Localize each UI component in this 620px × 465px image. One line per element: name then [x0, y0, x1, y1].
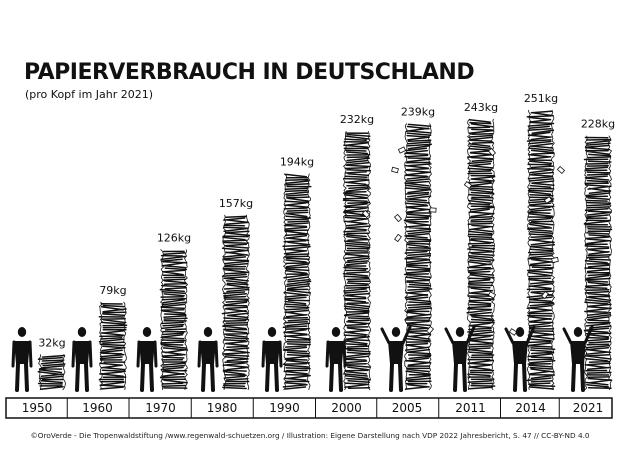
- year-label-1950: 1950: [22, 401, 53, 415]
- bar-sheets: [526, 110, 556, 390]
- bar-sheets: [342, 132, 372, 390]
- flying-sheet: [425, 325, 435, 335]
- bar-sheets: [466, 118, 496, 390]
- person-silhouette-2005: [380, 325, 412, 392]
- flying-sheet: [551, 256, 559, 264]
- bar-sheets: [159, 250, 189, 389]
- year-label-2021: 2021: [573, 401, 604, 415]
- year-label-1980: 1980: [207, 401, 238, 415]
- person-silhouette-2000: [325, 327, 347, 392]
- value-label-2000: 232kg: [340, 113, 374, 126]
- bar-1950: [37, 354, 66, 391]
- bar-sheets: [583, 136, 613, 389]
- year-label-2005: 2005: [392, 401, 423, 415]
- bar-edges: [466, 118, 496, 391]
- bar-2000: [342, 131, 372, 391]
- source-credit: ©OroVerde - Die Tropenwaldstiftung /www.…: [30, 431, 590, 440]
- person-silhouette-1970: [136, 327, 158, 392]
- flying-sheet: [541, 290, 549, 300]
- flying-sheet: [487, 147, 497, 157]
- value-label-2005: 239kg: [401, 105, 435, 118]
- flying-sheet: [429, 207, 437, 213]
- bar-2005: [403, 123, 433, 391]
- bar-1960: [98, 301, 128, 391]
- bar-sheets: [37, 354, 66, 390]
- value-label-1990: 194kg: [280, 156, 314, 169]
- flying-sheet: [543, 196, 553, 204]
- person-silhouette-1960: [71, 327, 93, 392]
- bar-1970: [159, 249, 189, 391]
- bar-edges: [99, 301, 127, 391]
- person-silhouette-2014: [504, 325, 536, 392]
- flying-sheet: [394, 233, 402, 243]
- flying-sheets-layer: [361, 146, 566, 336]
- bar-2011: [466, 118, 496, 391]
- person-silhouette-2021: [562, 325, 594, 392]
- bar-sheets: [403, 123, 433, 390]
- person-silhouette-1950: [11, 327, 33, 392]
- bar-sheets: [282, 173, 312, 390]
- year-axis-box: [5, 397, 613, 419]
- flying-sheet: [393, 213, 403, 223]
- bar-edges: [38, 354, 66, 391]
- flying-sheet: [361, 209, 371, 219]
- value-label-2011: 243kg: [464, 101, 498, 114]
- bar-sheets: [98, 303, 128, 390]
- flying-sheet: [556, 165, 566, 175]
- year-label-2014: 2014: [515, 401, 546, 415]
- value-label-1980: 157kg: [219, 197, 253, 210]
- bar-1980: [221, 214, 251, 391]
- year-label-1960: 1960: [82, 401, 113, 415]
- silhouettes-layer: [11, 325, 594, 392]
- chart-title: PAPIERVERBRAUCH IN DEUTSCHLAND: [24, 60, 475, 85]
- bar-edges: [404, 123, 432, 391]
- year-label-2000: 2000: [331, 401, 362, 415]
- flying-sheet: [391, 166, 399, 174]
- bar-edges: [160, 249, 189, 391]
- bar-1990: [282, 173, 312, 391]
- year-label-2011: 2011: [455, 401, 486, 415]
- bar-edges: [342, 131, 372, 391]
- person-silhouette-1980: [197, 327, 219, 392]
- year-label-1990: 1990: [269, 401, 300, 415]
- bar-edges: [584, 135, 613, 391]
- bar-edges: [221, 214, 250, 391]
- value-labels-layer: 32kg 79kg 126kg 157kg 194kg 232kg 239kg 243kg 25…: [38, 92, 615, 349]
- bar-2021: [583, 135, 613, 391]
- flying-sheet: [508, 328, 518, 336]
- flying-sheet: [397, 146, 407, 154]
- chart-subtitle: (pro Kopf im Jahr 2021): [25, 88, 154, 101]
- person-silhouette-1990: [261, 327, 283, 392]
- bar-sheets: [221, 215, 251, 390]
- year-label-1970: 1970: [145, 401, 176, 415]
- value-label-1960: 79kg: [99, 284, 126, 297]
- bars-layer: [37, 109, 613, 391]
- person-silhouette-2011: [444, 325, 476, 392]
- flying-sheet: [487, 291, 497, 299]
- bar-edges: [282, 173, 311, 391]
- bar-2014: [526, 109, 556, 391]
- year-axis: 1950 1960 1970 1980 1990 2000 2005 2011 2014 2021: [5, 397, 613, 419]
- value-label-1950: 32kg: [38, 336, 65, 349]
- value-label-1970: 126kg: [157, 231, 191, 244]
- flying-sheet: [463, 181, 473, 189]
- value-label-2021: 228kg: [581, 118, 615, 131]
- value-label-2014: 251kg: [524, 92, 558, 105]
